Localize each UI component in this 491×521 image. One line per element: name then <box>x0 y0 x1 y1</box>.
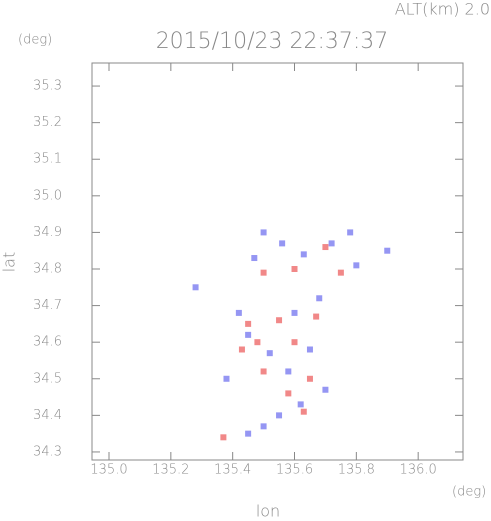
echo-point <box>223 375 230 382</box>
echo-point <box>245 320 252 327</box>
echo-point <box>238 346 245 353</box>
echo-point <box>245 331 252 338</box>
echo-point <box>291 339 298 346</box>
y-tick-label: 35.0 <box>33 188 62 203</box>
y-tick-label: 34.7 <box>33 298 62 313</box>
y-tick-label: 35.1 <box>33 152 62 167</box>
echo-point <box>279 240 286 247</box>
echo-point <box>297 401 304 408</box>
echo-point <box>276 317 283 324</box>
echo-point <box>337 269 344 276</box>
echo-point <box>254 339 261 346</box>
x-tick-label: 135.2 <box>152 463 189 478</box>
echo-point <box>300 408 307 415</box>
echo-point <box>306 346 313 353</box>
echo-point <box>353 262 360 269</box>
echo-point <box>328 240 335 247</box>
echo-point <box>260 229 267 236</box>
y-tick-label: 34.5 <box>33 371 62 386</box>
y-tick-label: 35.3 <box>33 79 62 94</box>
echo-point <box>300 251 307 258</box>
x-tick-label: 135.0 <box>90 463 127 478</box>
y-axis-label: lat <box>0 252 19 273</box>
x-axis-label: lon <box>256 502 280 521</box>
echo-point <box>322 386 329 393</box>
x-tick-label: 135.8 <box>338 463 375 478</box>
echo-point <box>384 247 391 254</box>
echo-point <box>285 368 292 375</box>
y-tick-label: 34.4 <box>33 408 62 423</box>
echo-point <box>291 309 298 316</box>
echo-point <box>316 295 323 302</box>
y-tick-label: 34.6 <box>33 335 62 350</box>
plot-frame <box>91 62 464 461</box>
echo-point <box>235 309 242 316</box>
y-tick-label: 34.8 <box>33 262 62 277</box>
y-tick-label: 34.3 <box>33 444 62 459</box>
echo-point <box>347 229 354 236</box>
echo-point <box>276 412 283 419</box>
x-tick-label: 136.0 <box>400 463 437 478</box>
echo-point <box>220 434 227 441</box>
echo-point <box>260 269 267 276</box>
echo-point <box>245 430 252 437</box>
echo-point <box>251 255 258 262</box>
y-tick-label: 34.9 <box>33 225 62 240</box>
x-unit: (deg) <box>452 485 486 500</box>
y-tick-label: 35.2 <box>33 115 62 130</box>
echo-point <box>313 313 320 320</box>
x-tick-label: 135.4 <box>214 463 251 478</box>
echo-point <box>266 350 273 357</box>
echo-point <box>192 284 199 291</box>
echo-point <box>306 375 313 382</box>
y-unit: (deg) <box>18 33 52 48</box>
x-tick-label: 135.6 <box>276 463 313 478</box>
altitude-label: ALT(km) 2.0 <box>395 0 490 19</box>
echo-point <box>285 390 292 397</box>
echo-point <box>260 423 267 430</box>
chart-title: 2015/10/23 22:37:37 <box>156 29 389 54</box>
echo-point <box>322 244 329 251</box>
echo-point <box>291 266 298 273</box>
echo-point <box>260 368 267 375</box>
